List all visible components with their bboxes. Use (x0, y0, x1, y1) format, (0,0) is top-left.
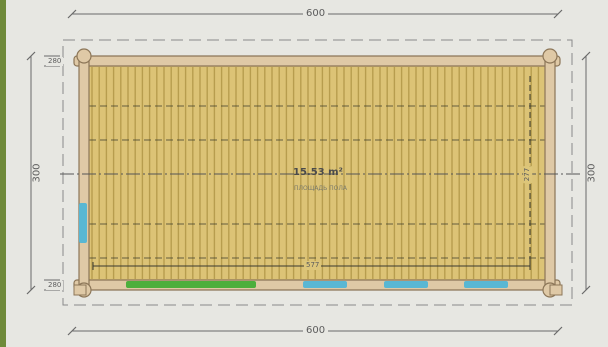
dim-label-top: 600 (303, 8, 329, 20)
dim-tick (26, 51, 36, 61)
dim-label-bottom: 600 (303, 325, 329, 337)
dim-label-right: 300 (586, 160, 599, 186)
dim-label-left-small-bottom: 280 (46, 281, 64, 290)
window-opening (303, 281, 347, 288)
dim-tick (581, 285, 591, 295)
dim-tick (26, 285, 36, 295)
corner-log-end (542, 48, 558, 64)
floor-area-label: 15.53 m² (293, 167, 343, 178)
window-opening (384, 281, 428, 288)
door-opening (126, 281, 256, 288)
corner-post (73, 284, 87, 296)
dim-label-left-small-top: 280 (46, 57, 64, 66)
wall-left (78, 49, 90, 297)
dim-tick (553, 9, 563, 19)
corner-log-end (76, 48, 92, 64)
dim-tick (67, 326, 77, 336)
outer-boundary-dashed (62, 39, 573, 306)
window-opening (464, 281, 508, 288)
dim-label-inner-height: 277 (523, 165, 533, 184)
dim-tick (67, 9, 77, 19)
dim-tick (581, 51, 591, 61)
dim-label-inner-width: 577 (304, 261, 322, 270)
dim-label-left: 300 (31, 160, 44, 186)
wall-right (544, 49, 556, 297)
window-opening-left (79, 203, 87, 243)
dim-tick (553, 326, 563, 336)
floor-area-sublabel: ПЛОЩАДЬ ПОЛА (294, 185, 347, 192)
wall-top (73, 55, 561, 67)
corner-post (549, 284, 563, 296)
left-edge-strip (0, 0, 6, 347)
